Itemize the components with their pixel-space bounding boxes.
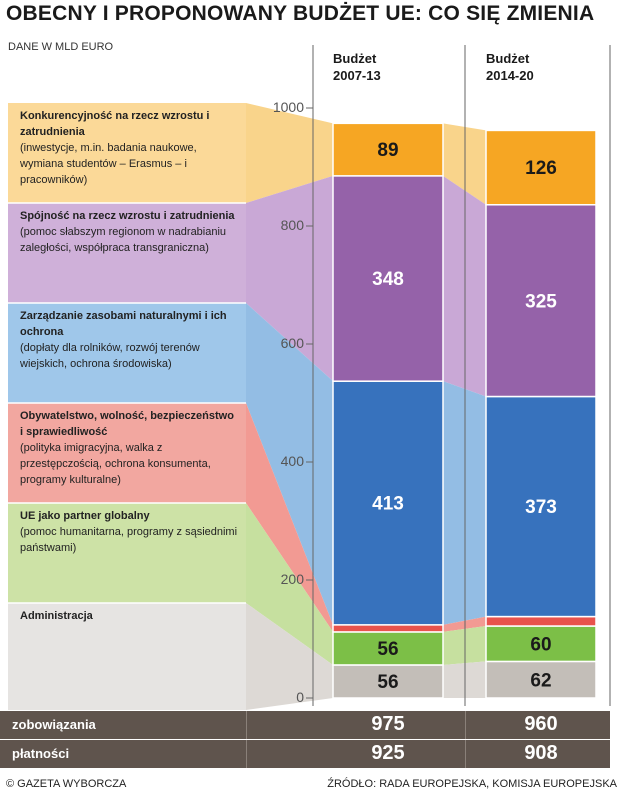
legend-category-competitiveness: Konkurencyjność na rzecz wzrostu i zatru… [8,103,246,203]
footer-divider [246,740,247,768]
legend-panel [8,103,246,203]
legend-panel [8,403,246,503]
bar-segment [485,129,597,206]
flow-band [246,175,333,382]
bar-value-label: 348 [372,269,404,290]
legend-category-name: Administracja [20,610,93,622]
bar-value-label: 56 [377,672,398,693]
credit-text: © GAZETA WYBORCZA [6,778,127,790]
bar-segment [485,395,597,618]
column-header-2014-20: Budżet 2014-20 [486,50,606,84]
source-text: ŹRÓDŁO: RADA EUROPEJSKA, KOMISJA EUROPEJ… [327,778,617,790]
bar-segment [332,664,444,699]
legend-category-description: (pomoc słabszym regionom w nadrabianiu z… [20,226,227,254]
footer-row-label: zobowiązania [12,717,96,732]
y-tick-label: 600 [281,335,305,351]
footer-value-2014-20: 960 [524,713,558,735]
bar-segment [332,631,444,666]
bar-segment [332,175,444,382]
bar-value-label: 89 [377,140,398,161]
footer-row-label: płatności [12,746,70,761]
bar-segment [332,122,444,177]
legend-panel [8,303,246,403]
legend-category-cohesion: Spójność na rzecz wzrostu i zatrudnienia… [8,203,246,303]
column-header-line: Budżet [486,51,530,66]
units-note: DANE W MLD EURO [8,41,114,53]
footer-divider [246,711,247,739]
bar-value-label: 62 [530,670,551,691]
footer-row-payments: płatności 925 908 [0,740,610,768]
legend-category-description: (dopłaty dla rolników, rozwój terenów wi… [20,342,200,370]
legend-category-name: Zarządzanie zasobami naturalnymi i ich o… [20,310,227,338]
column-header-line: Budżet [333,51,377,66]
bar-value-label: 56 [377,639,398,660]
legend-category-name: Konkurencyjność na rzecz wzrostu i zatru… [20,110,210,138]
legend-category-name: UE jako partner globalny [20,510,150,522]
footer-row-commitments: zobowiązania 975 960 [0,711,610,739]
column-header-line: 2014-20 [486,68,534,83]
legend-category-description: (polityka imigracyjna, walka z przestępc… [20,442,211,486]
flow-band [246,603,333,710]
flow-band [246,403,333,632]
legend-category-citizenship: Obywatelstwo, wolność, bezpieczeństwo i … [8,403,246,503]
legend-category-description: (pomoc humanitarna, programy z sąsiednim… [20,526,238,554]
legend-panel [8,603,246,710]
bar-value-label: 325 [525,291,557,312]
bar-value-label: 413 [372,494,404,515]
legend-panel [8,203,246,303]
footer-divider [465,711,466,739]
chart-title: OBECNY I PROPONOWANY BUDŻET UE: CO SIĘ Z… [6,2,595,25]
y-tick-label: 800 [281,217,305,233]
legend-category-administration: Administracja [8,603,246,710]
bar-segment [332,380,444,626]
legend-category-natural-resources: Zarządzanie zasobami naturalnymi i ich o… [8,303,246,403]
y-tick-label: 1000 [273,99,304,115]
bar-segment [485,625,597,663]
flow-band [246,503,333,665]
footer-value-2007-13: 925 [371,742,405,764]
flow-band [246,103,333,203]
column-header-line: 2007-13 [333,68,381,83]
footer-divider [465,740,466,768]
footer-value-2014-20: 908 [524,742,558,764]
y-tick-label: 200 [281,571,305,587]
column-header-2007-13: Budżet 2007-13 [333,50,453,84]
bar-value-label: 126 [525,158,557,179]
footer-value-2007-13: 975 [371,713,405,735]
flow-band [246,303,333,625]
bar-segment [485,660,597,699]
y-tick-label: 0 [296,689,304,705]
legend-category-global-partner: UE jako partner globalny (pomoc humanita… [8,503,246,603]
bar-value-label: 373 [525,497,557,518]
bar-value-label: 60 [530,634,551,655]
legend-category-description: (inwestycje, m.in. badania naukowe, wymi… [20,142,197,186]
legend-panel [8,503,246,603]
y-tick-label: 400 [281,453,305,469]
legend-category-name: Obywatelstwo, wolność, bezpieczeństwo i … [20,410,234,438]
legend-category-name: Spójność na rzecz wzrostu i zatrudnienia [20,210,235,222]
